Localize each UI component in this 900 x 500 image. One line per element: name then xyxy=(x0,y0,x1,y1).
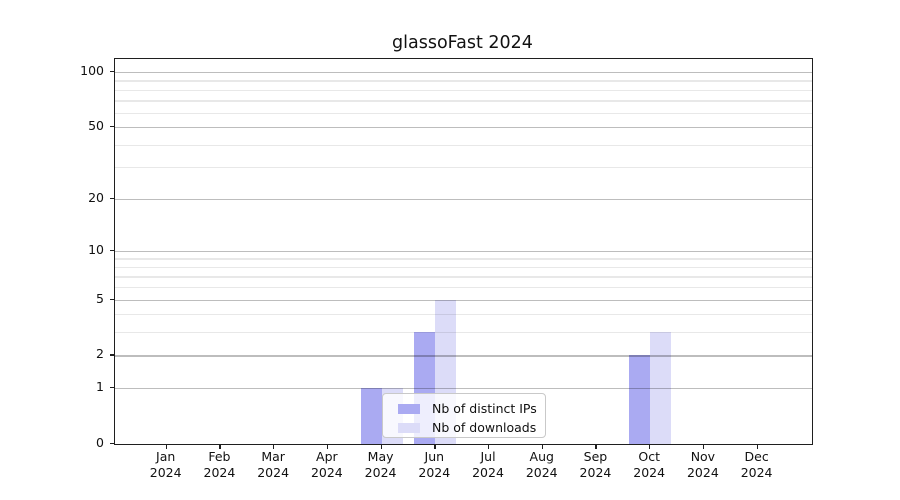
x-axis-tick-label: Jun 2024 xyxy=(418,449,451,480)
legend-swatch-distinct-ips xyxy=(398,403,420,414)
x-axis-tick-label: Jan 2024 xyxy=(149,449,182,480)
x-axis-tick xyxy=(702,444,705,449)
gridline-major xyxy=(115,127,812,129)
x-axis-tick xyxy=(649,444,651,449)
gridline-minor xyxy=(115,80,812,82)
y-axis-tick-label: 50 xyxy=(88,118,104,134)
x-axis-tick-label: Aug 2024 xyxy=(525,449,558,480)
gridline-minor xyxy=(115,100,812,102)
y-axis-tick xyxy=(110,197,114,199)
legend: Nb of distinct IPs Nb of downloads xyxy=(382,393,546,438)
chart-title: glassoFast 2024 xyxy=(392,33,533,53)
legend-row-distinct-ips: Nb of distinct IPs xyxy=(398,399,545,418)
x-axis-tick xyxy=(595,444,597,449)
y-axis-tick-label: 0 xyxy=(96,435,104,450)
bar-distinct-ips xyxy=(360,388,382,444)
x-axis-tick-label: May 2024 xyxy=(364,449,397,480)
bar-downloads xyxy=(650,332,672,444)
y-axis-tick-label: 2 xyxy=(96,346,104,362)
gridline-major xyxy=(115,250,812,252)
plot-area: Nb of distinct IPs Nb of downloads xyxy=(114,58,813,445)
x-axis-tick-label: Oct 2024 xyxy=(633,449,666,480)
legend-label-downloads: Nb of downloads xyxy=(432,420,537,435)
x-axis-tick-label: Nov 2024 xyxy=(686,449,719,480)
x-axis-tick-label: Jul 2024 xyxy=(472,449,504,480)
gridline-minor xyxy=(115,276,812,278)
gridline-major xyxy=(115,299,812,301)
gridline-minor xyxy=(115,332,812,334)
x-axis-tick xyxy=(541,444,544,449)
x-axis-tick xyxy=(326,444,329,449)
x-axis-tick xyxy=(219,444,221,449)
x-axis-tick xyxy=(273,444,275,449)
y-axis-tick xyxy=(110,249,114,252)
x-axis-tick xyxy=(165,444,167,449)
y-axis-tick-label: 10 xyxy=(88,241,104,257)
legend-row-downloads: Nb of downloads xyxy=(398,418,545,437)
gridline-minor xyxy=(115,89,812,91)
x-axis-tick-label: Mar 2024 xyxy=(257,449,290,480)
y-axis-tick xyxy=(110,126,114,128)
y-axis-tick xyxy=(110,71,114,73)
x-axis-tick-label: Dec 2024 xyxy=(740,449,773,480)
y-axis-tick xyxy=(110,354,114,356)
gridline-minor xyxy=(115,266,812,269)
y-axis-tick xyxy=(110,298,114,300)
x-axis-tick xyxy=(380,444,382,449)
legend-swatch-downloads xyxy=(398,422,420,433)
x-axis-tick-label: Feb 2024 xyxy=(203,449,236,480)
y-axis-tick-label: 20 xyxy=(88,189,104,205)
gridline-minor xyxy=(115,144,812,146)
gridline-major xyxy=(115,388,812,390)
gridline-major xyxy=(115,72,812,74)
x-axis-tick xyxy=(756,444,758,449)
y-axis-tick-label: 100 xyxy=(80,63,104,79)
y-axis-tick xyxy=(110,443,114,445)
legend-label-distinct-ips: Nb of distinct IPs xyxy=(432,401,537,416)
y-axis-tick-label: 5 xyxy=(96,290,104,306)
gridline-minor xyxy=(115,167,812,169)
x-axis-tick xyxy=(434,444,436,449)
x-axis-tick-label: Sep 2024 xyxy=(579,449,612,480)
gridline-minor xyxy=(115,287,812,289)
gridline-minor xyxy=(115,258,812,260)
gridline-major xyxy=(115,355,812,357)
y-axis-tick-label: 1 xyxy=(96,379,104,395)
y-axis-tick xyxy=(110,387,114,389)
bar-distinct-ips xyxy=(629,355,651,444)
gridline-minor xyxy=(115,112,812,114)
gridline-major xyxy=(115,198,812,200)
x-axis-tick-label: Apr 2024 xyxy=(310,449,343,480)
x-axis-tick xyxy=(488,444,490,449)
gridline-minor xyxy=(115,314,812,316)
